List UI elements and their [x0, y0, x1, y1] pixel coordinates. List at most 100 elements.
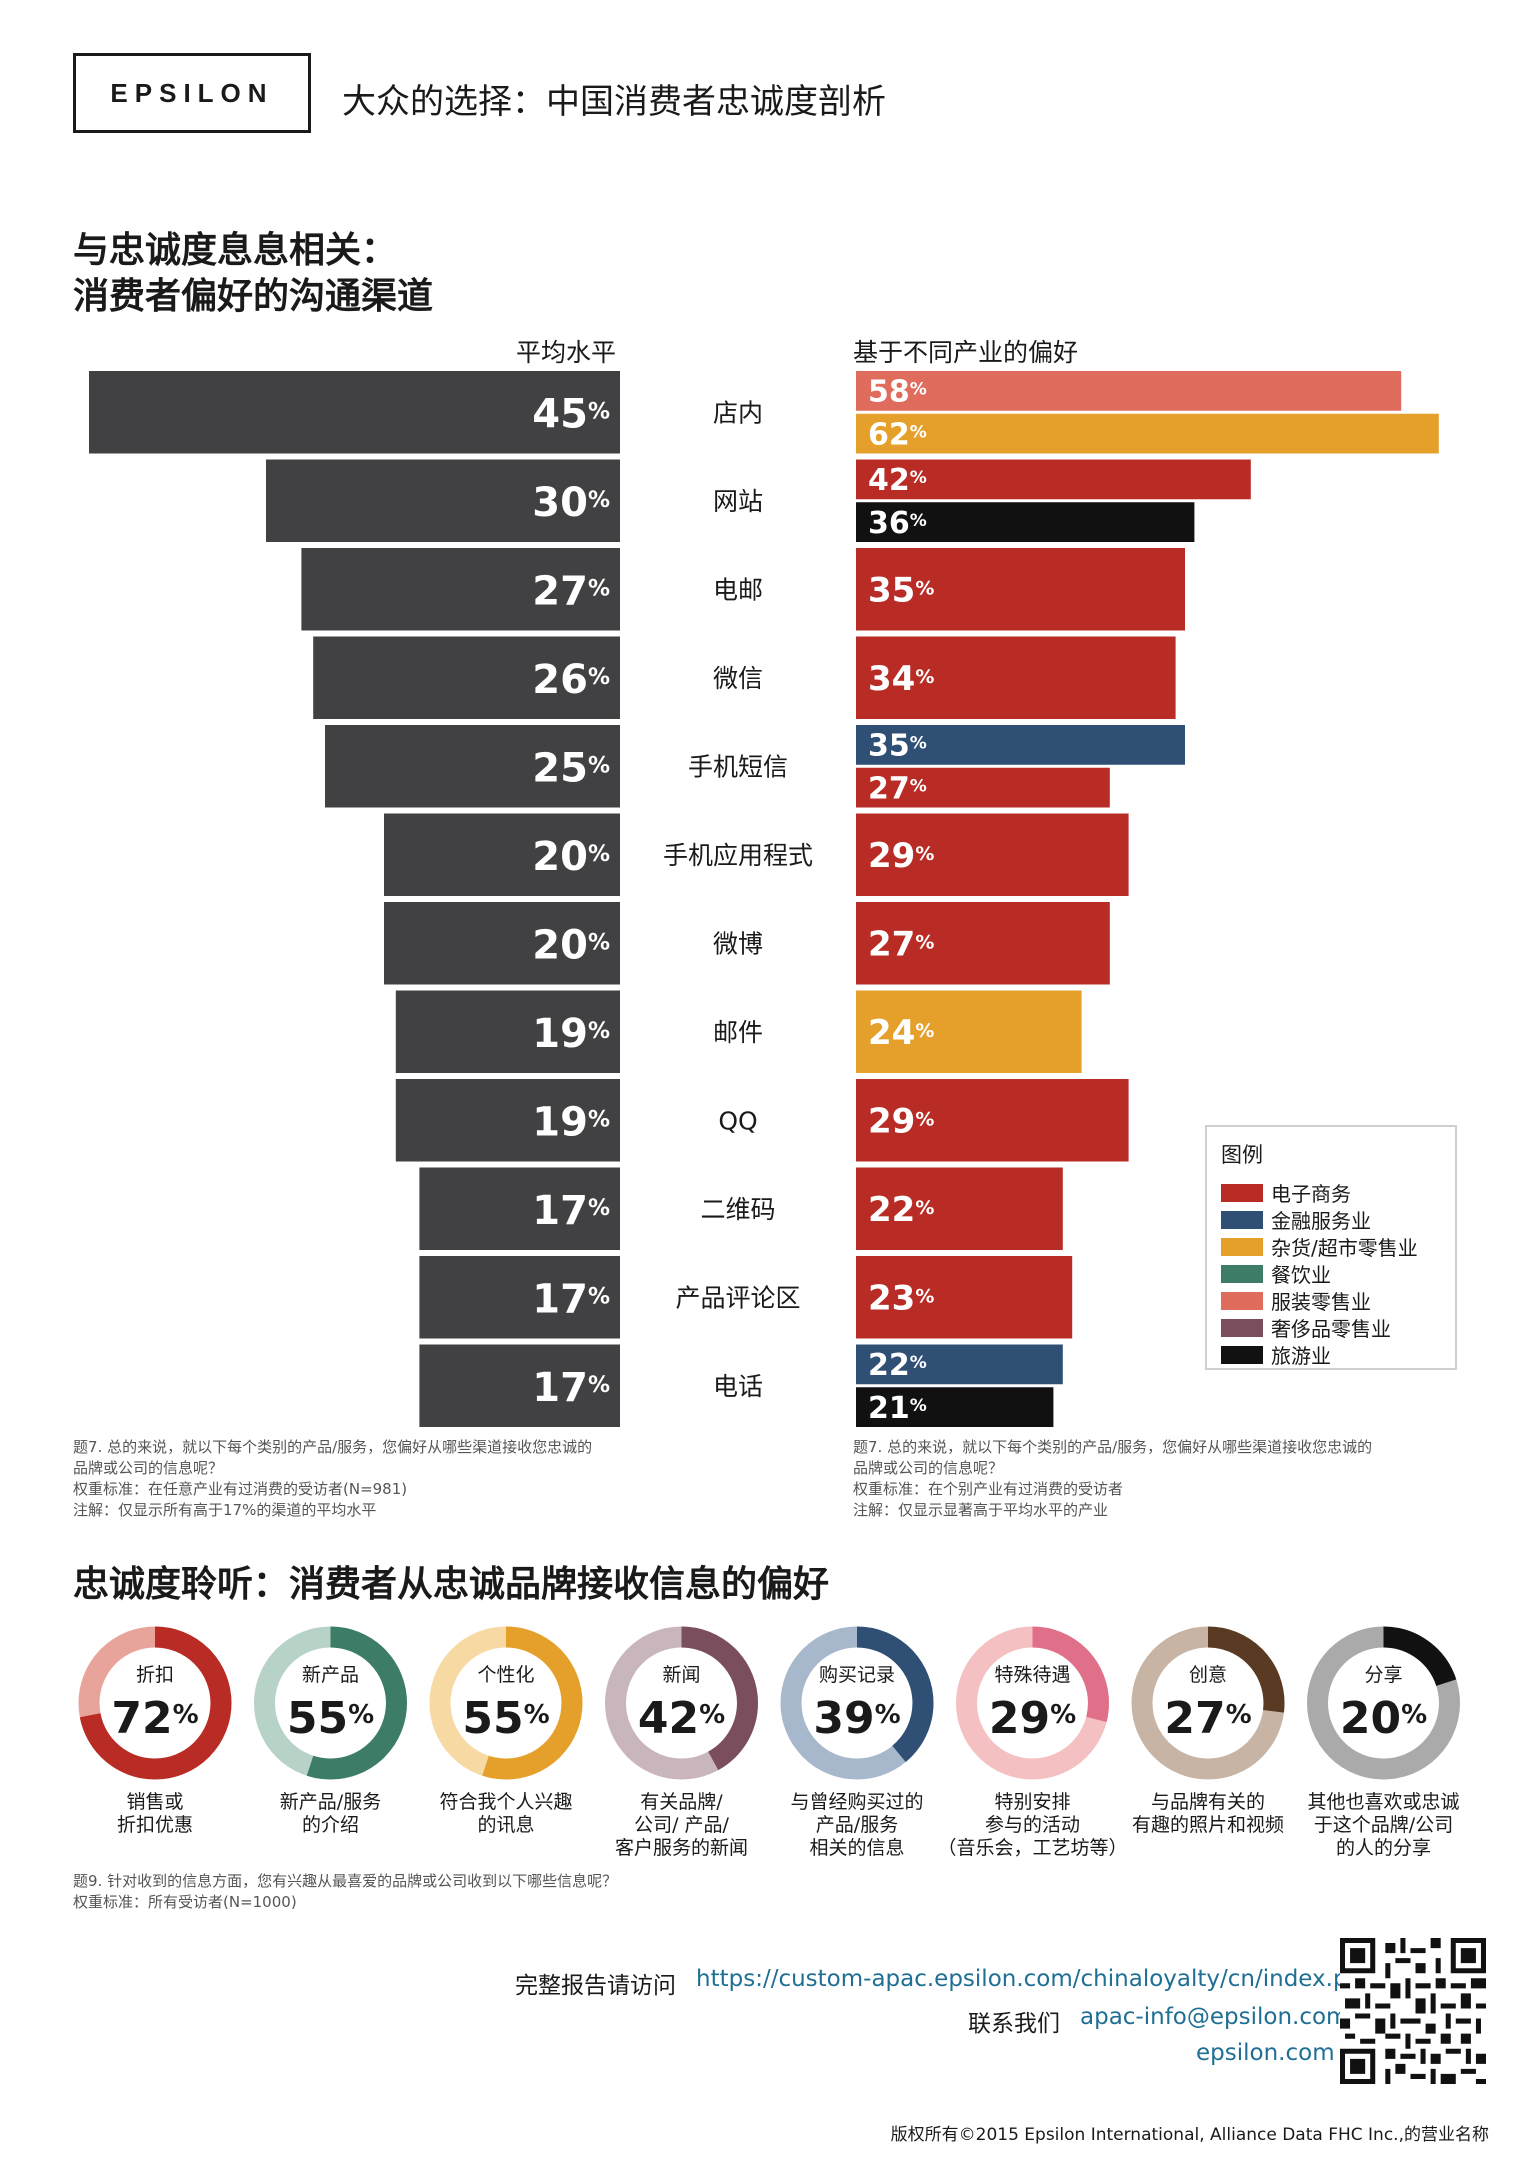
average-bar — [301, 548, 620, 631]
legend-swatch — [1221, 1210, 1263, 1229]
donut-caption: 产品/服务 — [816, 1814, 898, 1836]
average-bar — [313, 636, 620, 719]
industry-bar-label: 22% — [868, 1348, 927, 1383]
average-bar-label: 17% — [532, 1188, 610, 1234]
donut-value-label: 39% — [813, 1693, 900, 1744]
industry-bar — [856, 502, 1195, 542]
bottom-note: 题9. 针对收到的信息方面，您有兴趣从最喜爱的品牌或公司收到以下哪些信息呢？ 权… — [73, 1872, 617, 1912]
channel-label: 店内 — [713, 398, 763, 427]
donut-caption: 新产品/服务 — [280, 1791, 381, 1813]
average-bar — [419, 1256, 620, 1339]
industry-bar — [856, 813, 1129, 896]
email-link[interactable]: apac-info@epsilon.com — [1080, 2004, 1349, 2030]
donut-track — [605, 1626, 758, 1780]
average-bar — [419, 1344, 620, 1427]
donut-track — [1307, 1626, 1460, 1780]
industry-bar — [856, 371, 1402, 411]
donut-chart: 新闻 42% 有关品牌/公司/ 产品/客户服务的新闻 — [605, 1626, 758, 1859]
legend-title: 图例 — [1221, 1143, 1263, 1167]
donut-caption: 客户服务的新闻 — [615, 1837, 748, 1859]
donut-caption: 特别安排 — [994, 1791, 1070, 1813]
legend-label: 旅游业 — [1271, 1344, 1331, 1368]
donut-caption: 于这个品牌/公司 — [1314, 1814, 1453, 1836]
average-bar — [419, 1167, 620, 1250]
report-label: 完整报告请访问 — [515, 1973, 676, 1999]
average-bar-label: 20% — [532, 834, 610, 880]
legend-swatch — [1221, 1318, 1263, 1337]
channel-label: 微博 — [713, 929, 763, 958]
average-bar-label: 30% — [532, 480, 610, 526]
industry-bar-label: 21% — [868, 1391, 927, 1426]
donut-value-label: 55% — [287, 1693, 374, 1744]
note-line: 注解：仅显示所有高于17%的渠道的平均水平 — [73, 1501, 377, 1519]
report-title: 大众的选择：中国消费者忠诚度剖析 — [342, 82, 886, 122]
donut-value-label: 42% — [638, 1693, 725, 1744]
donut-title: 折扣 — [136, 1664, 174, 1686]
industry-bar — [856, 413, 1439, 454]
donut-caption: 有关品牌/ — [640, 1791, 723, 1813]
industry-bar — [856, 459, 1251, 500]
note-line: 品牌或公司的信息呢？ — [73, 1459, 224, 1477]
donut-caption: 折扣优惠 — [117, 1814, 193, 1836]
donut-title: 新闻 — [662, 1664, 700, 1686]
donut-title: 新产品 — [302, 1664, 359, 1686]
legend-item: 电子商务 — [1221, 1179, 1441, 1206]
industry-bar-label: 27% — [868, 924, 934, 964]
industry-bar — [856, 1344, 1063, 1385]
industry-bar-label: 23% — [868, 1278, 934, 1318]
donut-caption: 销售或 — [126, 1791, 183, 1813]
donut-caption: 的介绍 — [302, 1814, 359, 1836]
donut-value-arc — [605, 1626, 758, 1780]
legend-label: 金融服务业 — [1271, 1209, 1371, 1233]
industry-bar-label: 29% — [868, 1101, 934, 1141]
industry-bar — [856, 1256, 1073, 1339]
donut-track — [956, 1626, 1109, 1780]
donut-caption: 与品牌有关的 — [1151, 1791, 1265, 1813]
donut-value-arc — [1307, 1626, 1460, 1780]
channel-label: 产品评论区 — [675, 1283, 800, 1312]
average-bar — [384, 902, 620, 985]
average-bar — [395, 990, 620, 1073]
site-link[interactable]: epsilon.com — [1196, 2040, 1335, 2066]
industry-legend: 图例 电子商务 金融服务业 杂货/超市零售业 餐饮业 服装零售业 奢侈品零售业 旅游业 — [1205, 1125, 1457, 1370]
legend-swatch — [1221, 1345, 1263, 1364]
legend-items: 电子商务 金融服务业 杂货/超市零售业 餐饮业 服装零售业 奢侈品零售业 旅游业 — [1221, 1179, 1441, 1368]
donut-caption: 公司/ 产品/ — [634, 1814, 729, 1836]
donut-value-label: 29% — [989, 1693, 1076, 1744]
average-bar-label: 17% — [532, 1276, 610, 1322]
note-line: 权重标准：所有受访者(N=1000) — [73, 1893, 297, 1911]
donut-value-arc — [956, 1626, 1109, 1780]
channel-label: 邮件 — [713, 1018, 763, 1047]
channel-label: 微信 — [713, 664, 763, 693]
legend-item: 服装零售业 — [1221, 1287, 1441, 1314]
industry-bar — [856, 990, 1082, 1073]
average-bar — [89, 371, 620, 454]
report-url-link[interactable]: https://custom-apac.epsilon.com/chinaloy… — [696, 1966, 1377, 1992]
channel-label: 电邮 — [713, 575, 763, 604]
donut-value-arc — [429, 1626, 583, 1780]
legend-label: 奢侈品零售业 — [1271, 1317, 1391, 1341]
average-bar-label: 19% — [532, 1011, 610, 1057]
channel-label: 网站 — [713, 487, 763, 516]
left-chart-title: 平均水平 — [516, 338, 616, 367]
donut-value-arc — [78, 1626, 232, 1780]
legend-swatch — [1221, 1291, 1263, 1310]
legend-label: 电子商务 — [1271, 1182, 1351, 1206]
donut-track — [1131, 1626, 1285, 1780]
note-line: 题9. 针对收到的信息方面，您有兴趣从最喜爱的品牌或公司收到以下哪些信息呢？ — [73, 1872, 618, 1890]
legend-label: 服装零售业 — [1271, 1290, 1371, 1314]
donut-caption: 与曾经购买过的 — [790, 1791, 923, 1813]
channel-label: QQ — [718, 1106, 757, 1135]
industry-bar — [856, 636, 1176, 719]
industry-bar-label: 22% — [868, 1190, 934, 1230]
donut-caption: 相关的信息 — [809, 1837, 904, 1859]
contact-label: 联系我们 — [968, 2011, 1060, 2037]
industry-bar — [856, 902, 1110, 985]
average-bar-label: 45% — [532, 391, 610, 437]
industry-bar-label: 58% — [868, 375, 927, 410]
section1-title: 与忠诚度息息相关： 消费者偏好的沟通渠道 — [73, 228, 433, 320]
donut-value-label: 72% — [111, 1693, 198, 1744]
